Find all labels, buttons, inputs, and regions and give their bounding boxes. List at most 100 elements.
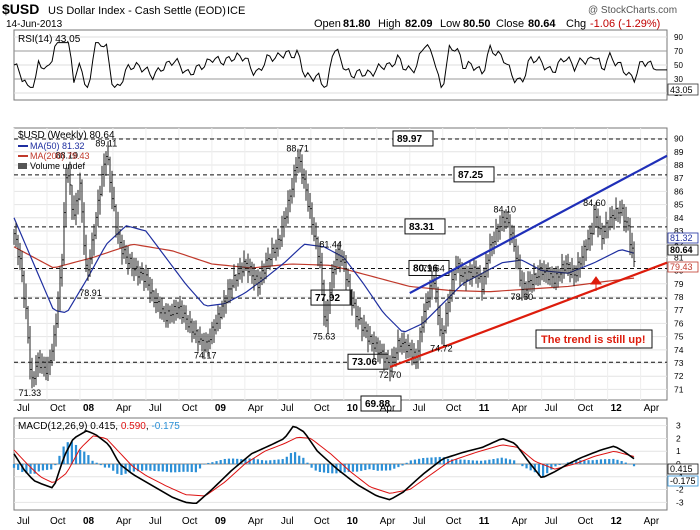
macd-histogram-bar bbox=[74, 444, 78, 464]
price-point-label: 84.10 bbox=[493, 204, 516, 214]
macd-histogram-bar bbox=[29, 464, 32, 474]
x-axis-label: Apr bbox=[248, 403, 264, 414]
macd-histogram-bar bbox=[546, 464, 549, 474]
price-tick-label: 81 bbox=[674, 252, 684, 262]
price-point-label: 74.17 bbox=[194, 351, 217, 361]
macd-histogram-bar bbox=[277, 459, 280, 464]
price-tick-label: 88 bbox=[674, 160, 684, 170]
price-point-label: 81.44 bbox=[319, 240, 342, 250]
macd-histogram-bar bbox=[120, 464, 123, 475]
macd-histogram-bar bbox=[91, 460, 94, 464]
ma200-tag-box bbox=[667, 261, 699, 273]
x-axis-label: Oct bbox=[314, 403, 330, 414]
x-axis-label: Oct bbox=[446, 516, 462, 527]
macd-line bbox=[13, 425, 635, 505]
x-axis-label: Oct bbox=[182, 403, 198, 414]
x-axis-label: 12 bbox=[611, 516, 623, 527]
level-label: 77.92 bbox=[315, 293, 340, 304]
price-tick-label: 82 bbox=[674, 239, 684, 249]
price-point-label: 78.91 bbox=[79, 288, 102, 298]
exchange-label: ICE bbox=[227, 5, 245, 17]
price-tick-label: 89 bbox=[674, 147, 684, 157]
macd-histogram-bar bbox=[488, 459, 491, 464]
macd-histogram-bar bbox=[376, 464, 379, 471]
macd-histogram-bar bbox=[380, 464, 383, 471]
macd-histogram-bar bbox=[174, 464, 177, 473]
symbol-title: $USD bbox=[2, 1, 39, 17]
resistance-trendline bbox=[409, 154, 668, 295]
macd-histogram-bar bbox=[620, 461, 623, 464]
x-axis-label: Jul bbox=[281, 403, 294, 414]
macd-histogram-bar bbox=[566, 462, 569, 464]
macd-histogram-bar bbox=[413, 459, 417, 464]
macd-histogram-bar bbox=[285, 456, 288, 464]
macd-histogram-bar bbox=[215, 461, 218, 464]
macd-hist-value: -0.175 bbox=[151, 421, 180, 432]
macd-histogram-bar bbox=[467, 460, 470, 464]
macd-histogram-bar bbox=[265, 460, 268, 464]
rsi-tick-label: 70 bbox=[674, 47, 683, 56]
macd-histogram-bar bbox=[293, 452, 297, 464]
x-axis-label: 09 bbox=[215, 516, 227, 527]
price-tick-label: 74 bbox=[674, 345, 684, 355]
macd-histogram-bar bbox=[351, 464, 355, 472]
macd-histogram-bar bbox=[219, 460, 222, 464]
open-label: Open bbox=[314, 18, 341, 30]
macd-histogram-bar bbox=[153, 464, 156, 471]
price-tick-label: 87 bbox=[674, 173, 684, 183]
level-label: 73.06 bbox=[352, 357, 377, 368]
x-axis-label: Jul bbox=[281, 516, 294, 527]
macd-histogram-bar bbox=[533, 464, 536, 473]
price-point-label: 89.11 bbox=[95, 138, 117, 148]
macd-histogram-bar bbox=[603, 459, 607, 464]
macd-histogram-bar bbox=[256, 459, 259, 464]
price-tick-label: 75 bbox=[674, 332, 684, 342]
macd-histogram-bar bbox=[244, 459, 247, 464]
trend-annotation-text: The trend is still up! bbox=[541, 334, 646, 346]
macd-histogram-bar bbox=[103, 464, 107, 468]
macd-histogram-bar bbox=[591, 460, 594, 464]
trend-annotation: The trend is still up! bbox=[535, 329, 653, 349]
macd-tick-label: -2 bbox=[676, 485, 684, 495]
macd-histogram-bar bbox=[231, 458, 235, 464]
x-axis-label: Jul bbox=[413, 516, 426, 527]
macd-histogram-bar bbox=[157, 464, 160, 472]
level-label: 89.97 bbox=[397, 134, 422, 145]
macd-histogram-bar bbox=[45, 464, 49, 470]
macd-histogram-bar bbox=[558, 464, 561, 466]
macd-histogram-bar bbox=[484, 460, 487, 464]
macd-histogram-bar bbox=[50, 464, 53, 470]
horizontal-levels: 89.97 87.25 83.31 80.16 77.92 73.06 69.88 bbox=[14, 130, 667, 412]
ma200-legend: MA(200) 79.43 bbox=[30, 151, 90, 161]
rsi-tick-label: 90 bbox=[674, 33, 683, 42]
macd-histogram-bar bbox=[273, 459, 276, 464]
macd-histogram-bar bbox=[99, 464, 102, 466]
x-axis-label: Oct bbox=[578, 403, 594, 414]
macd-histogram-bar bbox=[182, 464, 185, 472]
rsi-label: RSI(14) 43.05 bbox=[18, 34, 81, 45]
macd-histogram-bar bbox=[426, 457, 429, 464]
close-label: Close bbox=[496, 18, 524, 30]
macd-histogram-bar bbox=[269, 460, 272, 464]
macd-label-prefix: MACD(12,26,9) 0.415, bbox=[18, 421, 118, 432]
rsi-grid bbox=[14, 36, 667, 94]
level-label-box bbox=[453, 166, 495, 183]
x-axis-label: Apr bbox=[116, 403, 132, 414]
macd-histogram-bar bbox=[525, 464, 528, 469]
macd-histogram-bar bbox=[616, 459, 619, 464]
macd-histogram-bar bbox=[459, 459, 462, 464]
macd-histogram-bar bbox=[12, 464, 16, 468]
macd-x-axis: Jul Oct 08 Apr Jul Oct 09 Apr Jul Oct 10 Apr Jul Oct 1… bbox=[17, 516, 660, 527]
macd-histogram-bar bbox=[66, 442, 69, 464]
macd-histogram-bar bbox=[322, 464, 326, 473]
macd-histogram-bar bbox=[529, 464, 532, 471]
level-label-box bbox=[392, 130, 434, 147]
price-point-label: 74.72 bbox=[430, 343, 453, 353]
x-axis-label: Jul bbox=[17, 516, 30, 527]
macd-histogram-bar bbox=[541, 464, 545, 477]
x-axis-label: 09 bbox=[215, 403, 227, 414]
macd-histogram-bar bbox=[318, 464, 321, 472]
rsi-tick-label: 50 bbox=[674, 61, 683, 70]
price-tick-label: 76 bbox=[674, 318, 684, 328]
